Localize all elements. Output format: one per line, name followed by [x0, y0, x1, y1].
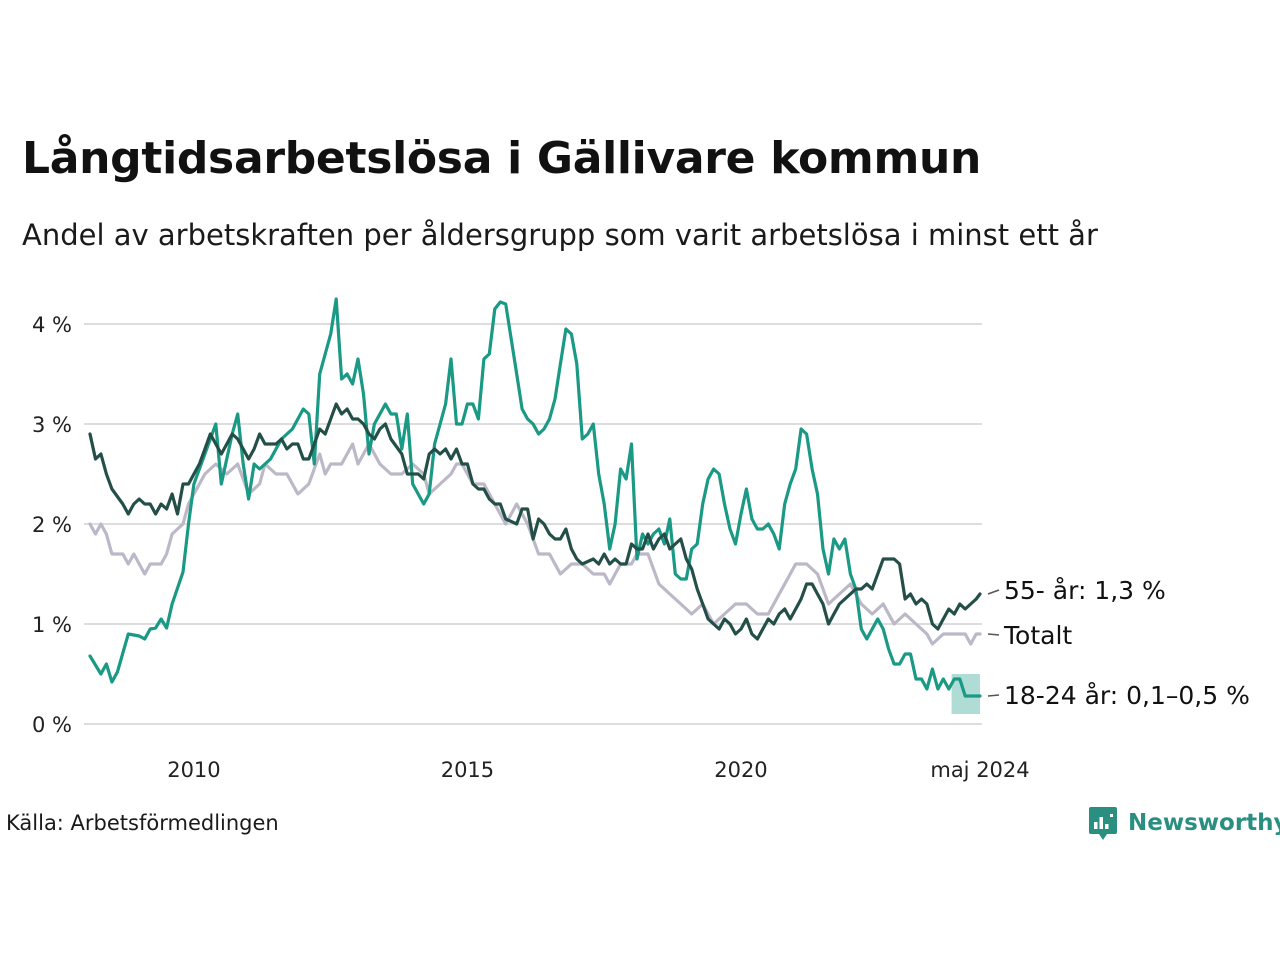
label-leader: [987, 589, 1000, 595]
y-tick-label: 3 %: [32, 413, 72, 437]
y-tick-label: 1 %: [32, 613, 72, 637]
label-leader: [987, 633, 1000, 636]
x-tick-label: 2020: [714, 758, 767, 782]
chart-subtitle: Andel av arbetskraften per åldersgrupp s…: [22, 218, 1098, 252]
series-line: [88, 402, 982, 641]
source-note: Källa: Arbetsförmedlingen: [6, 811, 279, 835]
series-labels: Totalt 18-24 år: 0,1–0,5 % 55- år: 1,3 %: [987, 576, 1250, 710]
label-leader: [987, 694, 1000, 697]
series-line: [88, 297, 982, 698]
x-tick-label: maj 2024: [930, 758, 1029, 782]
y-axis-ticks: 0 % 1 % 2 % 3 % 4 %: [32, 313, 72, 737]
newsworthy-logo-text: Newsworthy: [1128, 810, 1280, 836]
series-lines: [88, 297, 982, 698]
series-line: [88, 442, 982, 646]
chart-title: Långtidsarbetslösa i Gällivare kommun: [22, 133, 982, 184]
series-end-label: Totalt: [1003, 621, 1072, 650]
series-end-label: 18-24 år: 0,1–0,5 %: [1004, 681, 1250, 710]
y-tick-label: 2 %: [32, 513, 72, 537]
series-end-label: 55- år: 1,3 %: [1004, 576, 1166, 605]
newsworthy-logo[interactable]: Newsworthy: [1088, 803, 1280, 843]
gridlines: [84, 323, 982, 725]
y-tick-label: 0 %: [32, 713, 72, 737]
x-tick-label: 2010: [167, 758, 220, 782]
x-tick-label: 2015: [441, 758, 494, 782]
newsworthy-logo-icon: [1089, 807, 1117, 840]
x-axis-ticks: 2010 2015 2020 maj 2024: [167, 758, 1029, 782]
y-tick-label: 4 %: [32, 313, 72, 337]
